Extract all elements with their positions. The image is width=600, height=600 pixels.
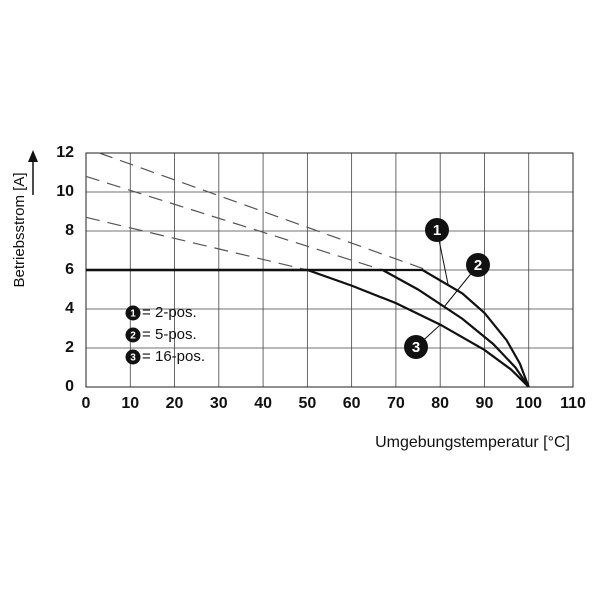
x-tick-label: 30 bbox=[210, 395, 228, 412]
legend-badge-label: 3 bbox=[130, 353, 136, 364]
legend-separator: = bbox=[142, 304, 151, 321]
extrapolated-line bbox=[85, 216, 308, 271]
x-axis-label: Umgebungstemperatur [°C] bbox=[375, 434, 570, 451]
x-tick-label: 100 bbox=[515, 395, 542, 412]
y-tick-label: 12 bbox=[56, 144, 74, 161]
callout-label: 3 bbox=[412, 339, 420, 356]
x-tick-label: 10 bbox=[121, 395, 139, 412]
derating-line bbox=[86, 268, 530, 388]
legend-badge bbox=[125, 349, 141, 365]
derating-line bbox=[86, 268, 530, 388]
extrapolated-line bbox=[99, 152, 428, 271]
y-axis-arrowhead bbox=[28, 150, 38, 162]
callout-badge bbox=[404, 335, 428, 359]
x-tick-label: 60 bbox=[343, 395, 361, 412]
y-tick-label: 8 bbox=[65, 222, 74, 239]
legend-badge bbox=[125, 305, 141, 321]
legend-label: 2-pos. bbox=[155, 304, 197, 321]
callout-label: 2 bbox=[474, 257, 482, 274]
y-tick-label: 10 bbox=[56, 183, 74, 200]
y-tick-label: 6 bbox=[65, 261, 74, 278]
legend-badge-label: 1 bbox=[130, 309, 136, 320]
legend-badge bbox=[125, 327, 141, 343]
x-tick-label: 50 bbox=[298, 395, 316, 412]
callout-label: 1 bbox=[433, 222, 441, 239]
y-tick-label: 4 bbox=[65, 300, 74, 317]
x-tick-label: 20 bbox=[166, 395, 184, 412]
y-tick-label: 2 bbox=[65, 339, 74, 356]
x-tick-label: 80 bbox=[431, 395, 449, 412]
legend-separator: = bbox=[142, 326, 151, 343]
callout-badge bbox=[466, 253, 490, 277]
legend-label: 5-pos. bbox=[155, 326, 197, 343]
y-tick-label: 0 bbox=[65, 378, 74, 395]
x-tick-label: 90 bbox=[476, 395, 494, 412]
callout-badge bbox=[425, 218, 449, 242]
legend-label: 16-pos. bbox=[155, 348, 205, 365]
x-tick-label: 40 bbox=[254, 395, 272, 412]
legend-badge-label: 2 bbox=[130, 331, 136, 342]
legend-separator: = bbox=[142, 348, 151, 365]
x-tick-label: 110 bbox=[560, 395, 586, 412]
y-axis-label: Betriebsstrom [A] bbox=[11, 172, 28, 287]
x-tick-label: 70 bbox=[387, 395, 405, 412]
derating-line bbox=[86, 268, 530, 388]
extrapolated-line bbox=[85, 175, 383, 271]
x-tick-label: 0 bbox=[82, 395, 91, 412]
